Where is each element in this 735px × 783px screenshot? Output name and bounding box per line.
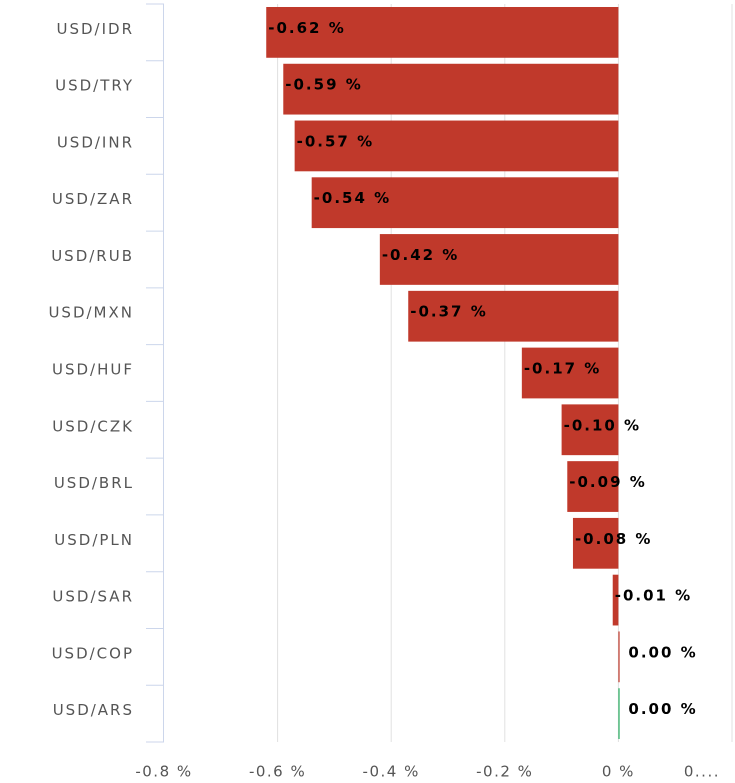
category-label: USD/CZK [52, 417, 134, 435]
x-tick-label: -0.6 % [249, 763, 306, 781]
x-tick-label: 0 % [602, 763, 635, 781]
data-label: -0.62 % [268, 19, 346, 37]
category-label: USD/PLN [54, 531, 134, 549]
x-tick-label: -0.4 % [363, 763, 420, 781]
category-axis [146, 3, 164, 743]
category-label: USD/ZAR [52, 190, 134, 208]
data-label: -0.08 % [575, 530, 653, 548]
category-label: USD/ARS [53, 701, 134, 719]
bars [266, 7, 620, 739]
bar [618, 631, 620, 683]
data-label: -0.59 % [285, 76, 363, 94]
category-label: USD/RUB [51, 247, 134, 265]
data-label: -0.57 % [297, 132, 375, 150]
data-label: -0.42 % [382, 246, 460, 264]
data-label: -0.37 % [410, 303, 488, 321]
data-label: 0.00 % [628, 700, 697, 718]
bar [379, 234, 619, 285]
category-label: USD/BRL [54, 474, 134, 492]
bar [266, 7, 619, 58]
data-labels: -0.62 % -0.59 % -0.57 % -0.54 % -0.42 % -0.37… [268, 19, 697, 718]
bar [408, 290, 619, 342]
data-label: -0.09 % [569, 473, 647, 491]
x-axis-tick-labels: -0.8 % -0.6 % -0.4 % -0.2 % 0 % 0.... [135, 763, 720, 781]
bar [283, 63, 619, 115]
gridlines [277, 4, 733, 742]
data-label: 0.00 % [628, 643, 697, 661]
bar [561, 404, 619, 456]
data-label: -0.17 % [524, 360, 602, 378]
bar [294, 120, 619, 172]
category-label: USD/MXN [48, 304, 134, 322]
category-label: USD/TRY [55, 77, 134, 95]
bar [572, 517, 619, 569]
category-label: USD/COP [52, 644, 134, 662]
bar [612, 574, 619, 626]
category-label: USD/SAR [52, 588, 134, 606]
category-label: USD/HUF [52, 361, 134, 379]
data-label: -0.54 % [314, 189, 392, 207]
bar [567, 461, 619, 512]
x-tick-label: -0.8 % [135, 763, 192, 781]
data-label: -0.01 % [615, 587, 693, 605]
category-labels: USD/IDR USD/TRY USD/INR USD/ZAR USD/RUB USD/M… [48, 20, 134, 719]
category-label: USD/IDR [56, 20, 134, 38]
x-tick-label: -0.2 % [476, 763, 533, 781]
x-tick-label: 0.... [684, 763, 720, 781]
bar [521, 347, 619, 399]
bar [618, 688, 620, 739]
category-label: USD/INR [57, 133, 134, 151]
bar [311, 177, 619, 229]
data-label: -0.10 % [564, 416, 642, 434]
